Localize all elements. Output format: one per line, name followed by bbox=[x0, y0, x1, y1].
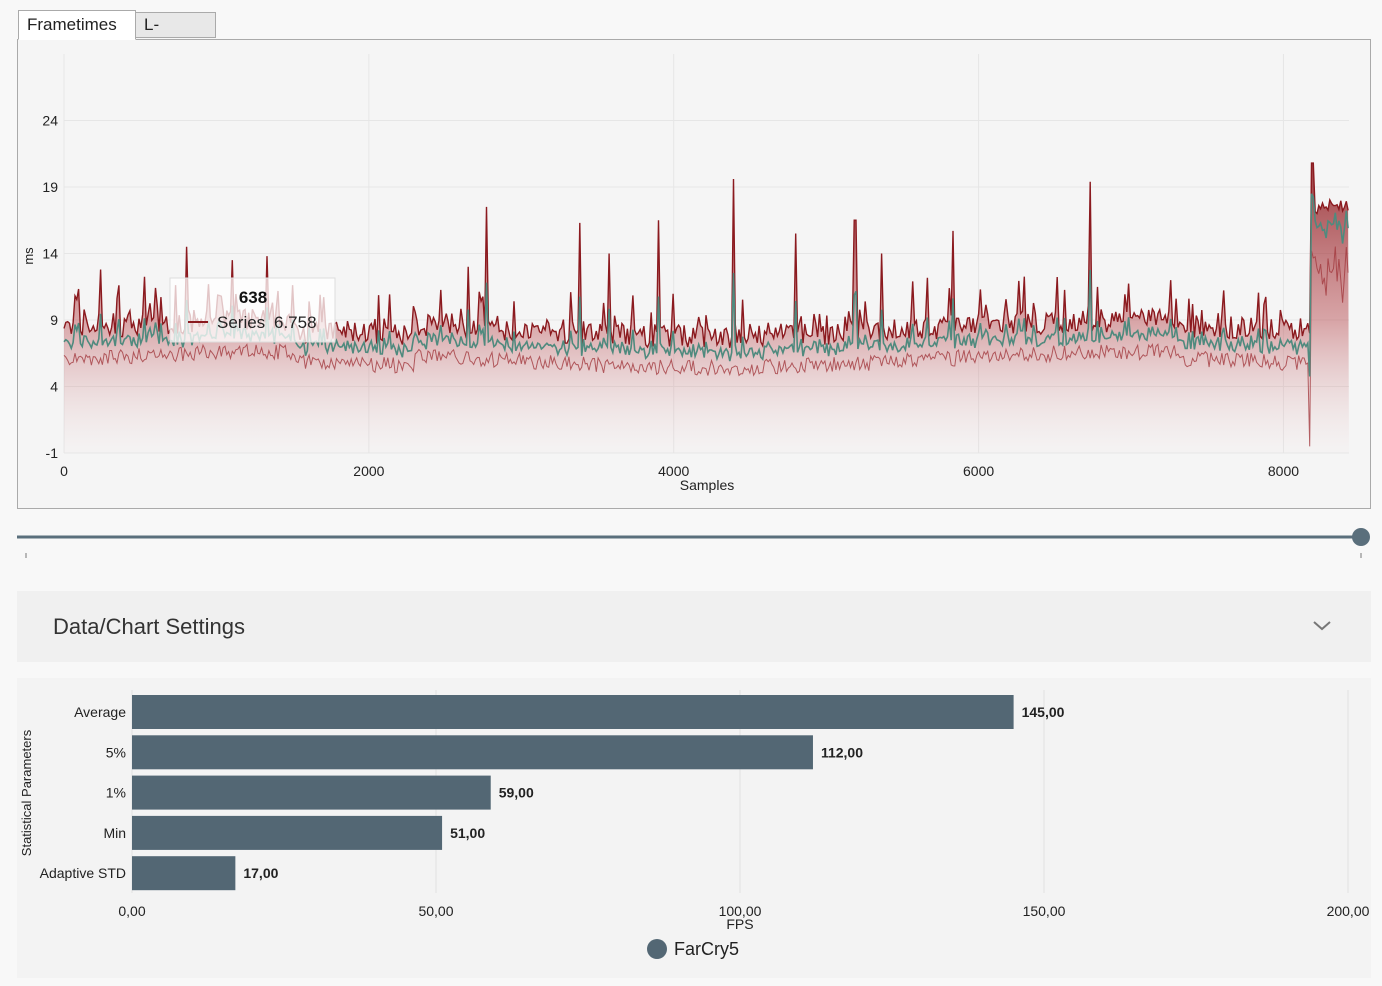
tab-l-shape[interactable]: L-Shape bbox=[135, 12, 216, 58]
bar-category-label: Average bbox=[74, 704, 126, 720]
y-tick-label: 14 bbox=[42, 246, 58, 262]
frametime-chart-panel: 24 19 14 9 4 -1 0 2000 4000 6000 8000 ms Samples … bbox=[17, 39, 1371, 509]
bar-category-label: Min bbox=[103, 825, 126, 841]
bar bbox=[132, 775, 491, 810]
y-tick-label: 24 bbox=[42, 113, 58, 129]
tooltip-title: 638 bbox=[239, 288, 267, 307]
bar-y-axis-label: Statistical Parameters bbox=[19, 729, 34, 856]
tooltip-series-value: 6.758 bbox=[274, 313, 317, 332]
bar-x-tick-label: 150,00 bbox=[1023, 903, 1066, 919]
bar bbox=[132, 856, 236, 891]
bar-value-label: 17,00 bbox=[243, 865, 278, 881]
chevron-down-icon[interactable] bbox=[1311, 614, 1333, 636]
tab-frametimes[interactable]: Frametimes bbox=[18, 10, 136, 40]
range-slider[interactable] bbox=[17, 520, 1371, 565]
y-axis-ticks: 24 19 14 9 4 -1 bbox=[42, 113, 58, 462]
x-axis-label: Samples bbox=[680, 477, 734, 493]
bar-x-axis-ticks: 0,00 50,00 100,00 150,00 200,00 bbox=[118, 903, 1369, 919]
settings-title: Data/Chart Settings bbox=[53, 614, 245, 639]
x-tick-label: 8000 bbox=[1268, 463, 1299, 479]
x-tick-label: 4000 bbox=[658, 463, 689, 479]
bar-row: Average 145,00 bbox=[74, 695, 1065, 729]
bar-chart-bars: Average 145,00 5% 112,00 1% 59,00 Min 51,00 Adap… bbox=[40, 695, 1065, 891]
bar-x-tick-label: 100,00 bbox=[719, 903, 762, 919]
tooltip-series-label: Series bbox=[217, 313, 265, 332]
bar bbox=[132, 695, 1014, 729]
x-tick-label: 0 bbox=[60, 463, 68, 479]
bar bbox=[132, 735, 813, 770]
settings-expander[interactable]: Data/Chart Settings bbox=[17, 591, 1371, 662]
bar-value-label: 112,00 bbox=[821, 744, 863, 760]
bar-row: Min 51,00 bbox=[103, 815, 485, 850]
bar-row: 5% 112,00 bbox=[106, 735, 863, 770]
statistics-bar-chart[interactable]: Average 145,00 5% 112,00 1% 59,00 Min 51,00 Adap… bbox=[17, 678, 1371, 978]
bar-x-axis-label: FPS bbox=[726, 916, 753, 932]
x-tick-label: 6000 bbox=[963, 463, 994, 479]
legend-marker bbox=[647, 939, 667, 959]
bar-value-label: 145,00 bbox=[1022, 704, 1065, 720]
y-tick-label: -1 bbox=[46, 445, 59, 461]
x-tick-label: 2000 bbox=[353, 463, 384, 479]
frametime-low-line bbox=[63, 246, 1349, 447]
slider-handle[interactable] bbox=[1352, 528, 1370, 546]
chart-tooltip: 638 Series 6.758 bbox=[169, 277, 336, 343]
bar-category-label: 1% bbox=[106, 785, 126, 801]
bar-row: 1% 59,00 bbox=[106, 775, 534, 810]
legend-label: FarCry5 bbox=[674, 939, 739, 959]
y-tick-label: 4 bbox=[50, 379, 58, 395]
bar-chart-legend: FarCry5 bbox=[647, 939, 739, 959]
y-tick-label: 19 bbox=[42, 179, 58, 195]
bar-value-label: 59,00 bbox=[499, 785, 534, 801]
statistics-chart-panel: Average 145,00 5% 112,00 1% 59,00 Min 51,00 Adap… bbox=[17, 678, 1371, 978]
bar-category-label: 5% bbox=[106, 744, 126, 760]
y-tick-label: 9 bbox=[50, 312, 58, 328]
frametime-fill bbox=[64, 163, 1349, 453]
bar-x-tick-label: 50,00 bbox=[418, 903, 453, 919]
bar bbox=[132, 815, 443, 850]
bar-value-label: 51,00 bbox=[450, 825, 485, 841]
bar-row: Adaptive STD 17,00 bbox=[40, 856, 279, 891]
bar-x-tick-label: 0,00 bbox=[118, 903, 145, 919]
y-axis-label: ms bbox=[21, 247, 36, 265]
bar-x-tick-label: 200,00 bbox=[1327, 903, 1370, 919]
x-axis-ticks: 0 2000 4000 6000 8000 bbox=[60, 463, 1299, 479]
bar-category-label: Adaptive STD bbox=[40, 865, 126, 881]
